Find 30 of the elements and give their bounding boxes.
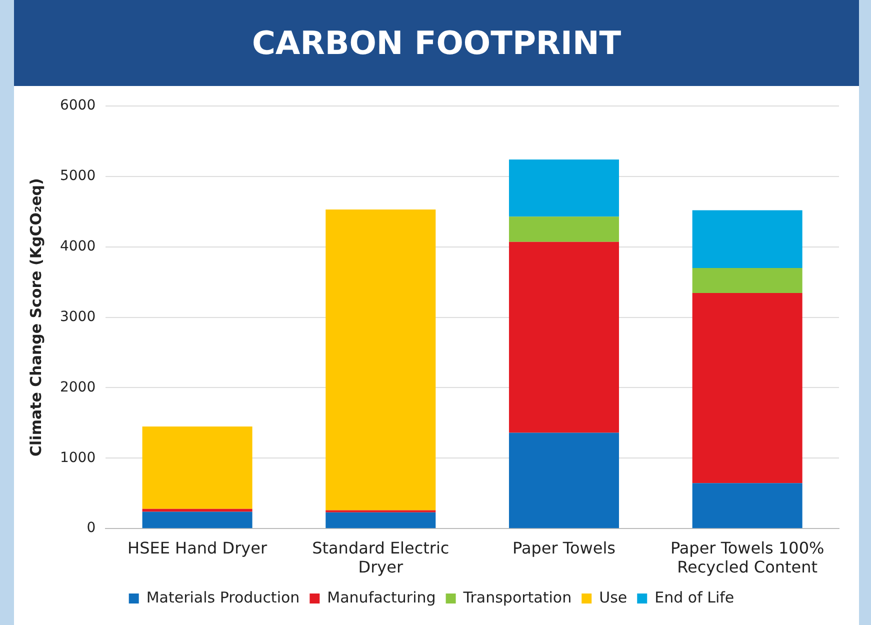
bar	[142, 426, 252, 509]
x-tick-label: Paper Towels 100% Recycled Content	[670, 538, 824, 577]
y-tick-label: 0	[86, 520, 96, 536]
bar	[692, 268, 802, 293]
bar	[692, 210, 802, 268]
y-axis-title: Climate Change Score (KgCO₂eq)	[26, 178, 45, 456]
y-tick-label: 1000	[60, 450, 96, 466]
legend-label: Materials Production	[146, 588, 300, 606]
legend-label: End of Life	[654, 588, 734, 606]
x-tick-label: HSEE Hand Dryer	[128, 538, 268, 558]
legend-label: Transportation	[462, 588, 572, 606]
bar	[326, 210, 436, 510]
chart-title: CARBON FOOTPRINT	[14, 0, 859, 86]
legend-label: Manufacturing	[327, 588, 436, 606]
bar	[326, 512, 436, 528]
bar	[508, 160, 619, 217]
y-tick-label: 3000	[60, 308, 96, 325]
y-tick-label: 4000	[60, 238, 96, 255]
y-tick-label: 2000	[60, 379, 96, 396]
y-tick-label: 6000	[60, 98, 96, 114]
x-tick-label: Paper Towels	[512, 538, 616, 558]
legend-label: Use	[599, 588, 628, 606]
bar	[692, 483, 802, 528]
bar	[508, 432, 619, 528]
bar	[142, 512, 252, 528]
bar	[508, 242, 619, 433]
x-tick-label: Standard Electric Dryer	[312, 538, 450, 577]
bar	[692, 293, 802, 484]
y-tick-label: 5000	[60, 168, 96, 184]
bar	[508, 216, 619, 242]
